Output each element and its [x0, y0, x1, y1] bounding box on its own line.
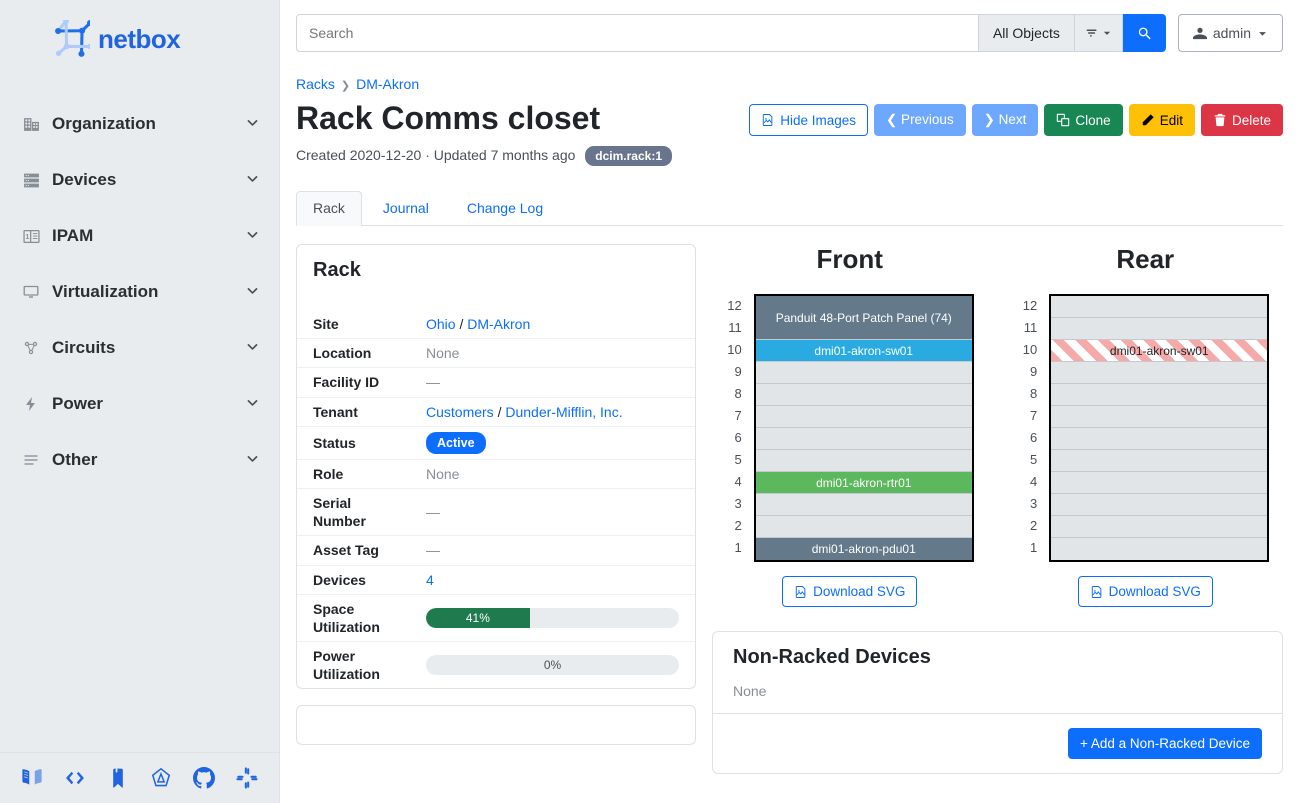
svg-text:1: 1 — [25, 233, 29, 240]
